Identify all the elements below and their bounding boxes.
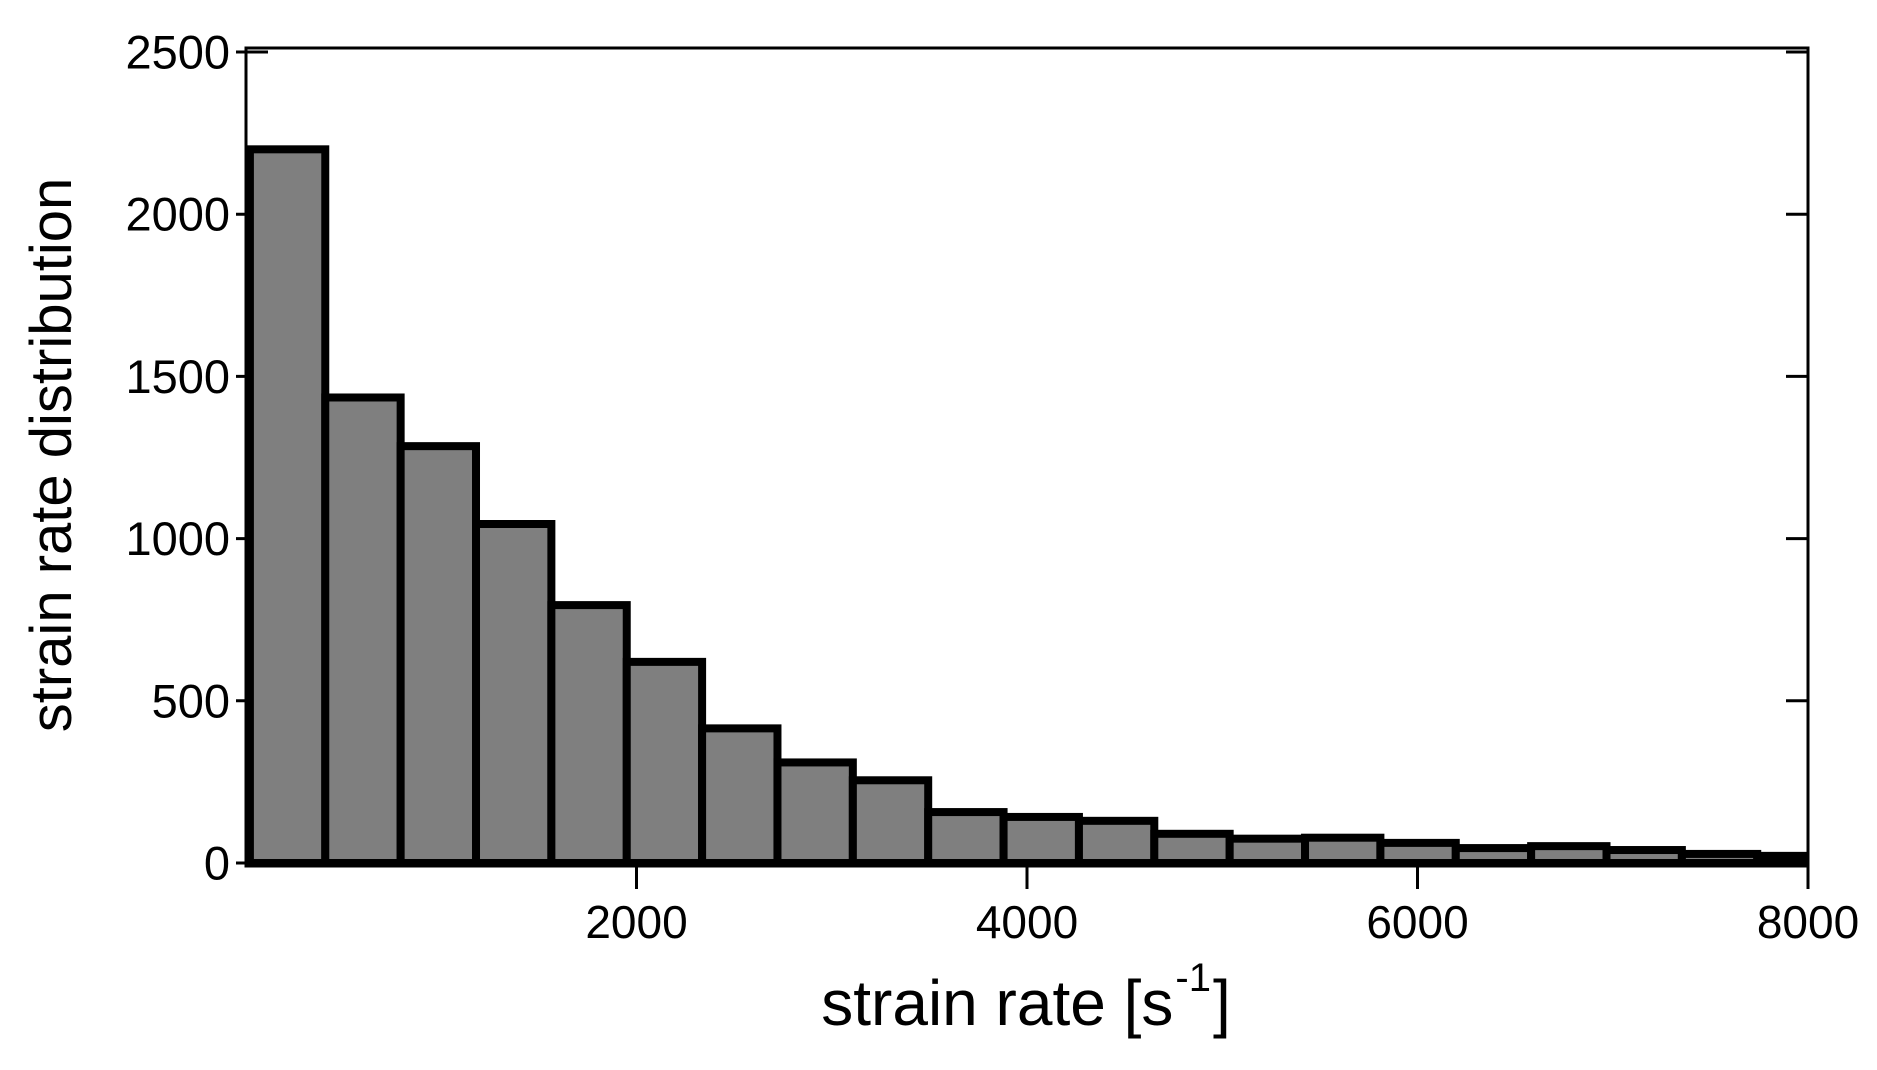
bar bbox=[698, 724, 782, 868]
y-tick-label: 500 bbox=[152, 674, 230, 727]
bar bbox=[1150, 829, 1234, 868]
x-tick-label: 4000 bbox=[976, 896, 1078, 948]
bar bbox=[1074, 816, 1159, 868]
bar bbox=[924, 808, 1008, 868]
bar bbox=[1527, 842, 1611, 868]
x-tick-label: 6000 bbox=[1366, 896, 1468, 948]
y-tick-label: 0 bbox=[204, 837, 230, 890]
bar bbox=[622, 657, 707, 868]
y-tick-label: 2000 bbox=[125, 188, 230, 241]
x-axis-label-text: strain rate [s bbox=[821, 967, 1174, 1039]
bar bbox=[321, 393, 405, 867]
x-axis-label: strain rate [s-1] bbox=[646, 956, 1406, 1040]
bar bbox=[848, 776, 933, 868]
bar bbox=[1225, 834, 1310, 867]
bar bbox=[547, 601, 631, 867]
bar bbox=[1376, 838, 1460, 868]
x-axis-label-superscript: -1 bbox=[1175, 956, 1211, 1000]
x-axis-label-close-bracket: ] bbox=[1212, 967, 1231, 1039]
bar-series bbox=[245, 145, 1808, 868]
bar bbox=[773, 758, 857, 867]
bar bbox=[245, 145, 330, 867]
x-tick-label: 8000 bbox=[1757, 896, 1859, 948]
y-axis-label-text: strain rate distribution bbox=[19, 177, 84, 733]
bar bbox=[999, 812, 1083, 867]
y-tick-label: 2500 bbox=[125, 26, 230, 79]
bar bbox=[396, 442, 481, 867]
bar bbox=[1753, 851, 1808, 868]
y-axis-label: strain rate distribution bbox=[19, 45, 84, 865]
bar bbox=[1451, 844, 1536, 867]
y-tick-label: 1500 bbox=[125, 350, 230, 403]
bar bbox=[1301, 833, 1385, 867]
bar bbox=[472, 520, 556, 867]
bar bbox=[1677, 849, 1762, 868]
x-tick-label: 2000 bbox=[585, 896, 687, 948]
y-tick-label: 1000 bbox=[125, 512, 230, 565]
bar bbox=[1602, 846, 1686, 867]
